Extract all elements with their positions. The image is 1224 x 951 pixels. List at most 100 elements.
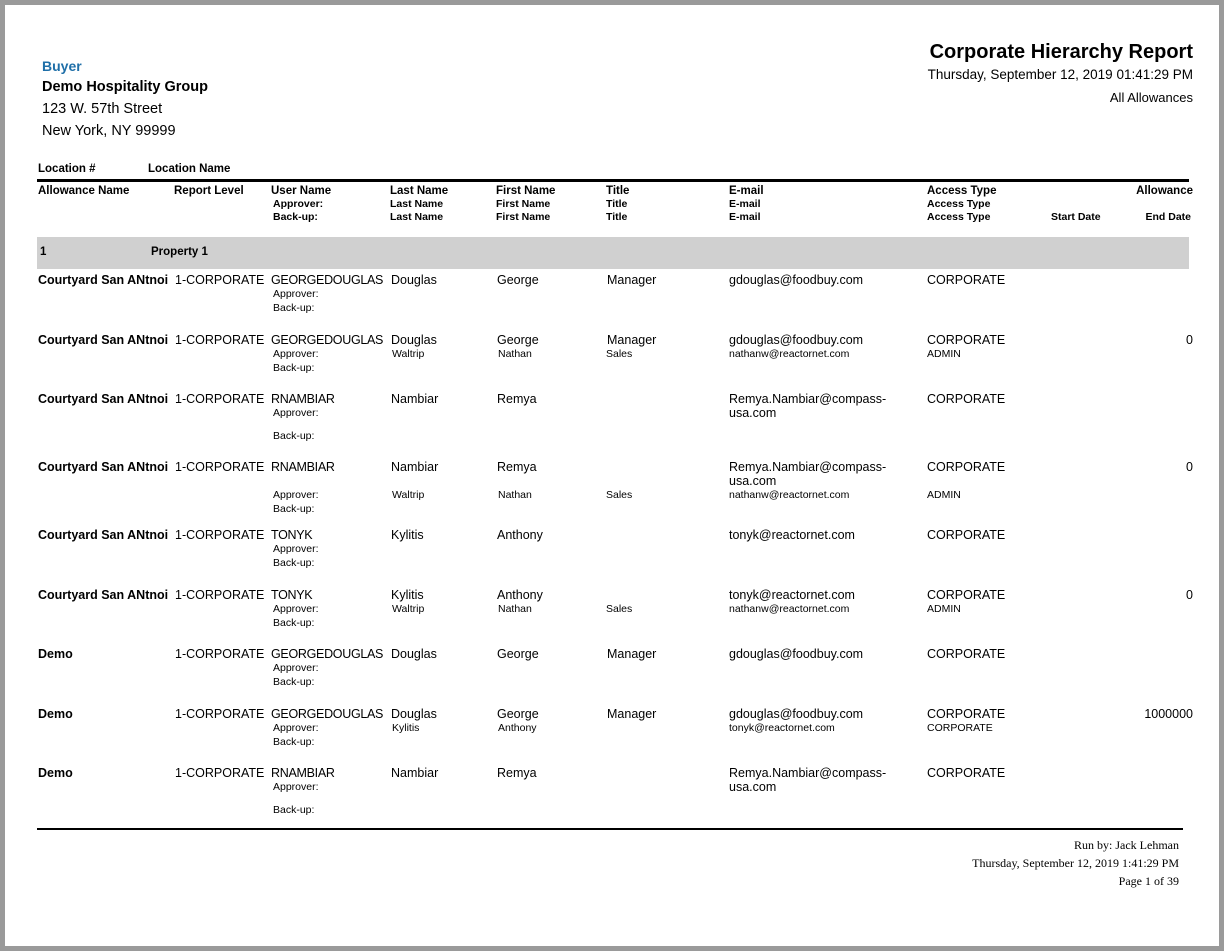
user-name: RNAMBIAR [271, 766, 335, 780]
buyer-label: Buyer [42, 58, 82, 74]
col-report-level: Report Level [174, 185, 244, 197]
approver-label: Approver: [273, 348, 319, 360]
access-type: CORPORATE [927, 273, 1006, 287]
user-name: GEORGEDOUGLAS [271, 647, 384, 661]
first-name: Remya [497, 392, 537, 406]
access-type: CORPORATE [927, 392, 1006, 406]
report-datetime: Thursday, September 12, 2019 01:41:29 PM [927, 67, 1193, 82]
approver-email: nathanw@reactornet.com [729, 489, 850, 501]
allowance-name: Demo [38, 647, 73, 661]
approver-first-name: Nathan [498, 348, 532, 360]
email: tonyk@reactornet.com [729, 588, 855, 602]
allowance-name: Demo [38, 766, 73, 780]
col-backup-title: Title [606, 211, 628, 223]
last-name: Kylitis [391, 588, 424, 602]
first-name: George [497, 273, 539, 287]
backup-label: Back-up: [273, 557, 315, 569]
email: gdouglas@foodbuy.com [729, 707, 864, 721]
first-name: Anthony [497, 588, 543, 602]
backup-label: Back-up: [273, 430, 315, 442]
col-backup: Back-up: [273, 211, 318, 223]
first-name: Anthony [497, 528, 543, 542]
report-level: 1-CORPORATE [175, 647, 265, 661]
approver-access-type: ADMIN [927, 348, 961, 360]
footer-datetime: Thursday, September 12, 2019 1:41:29 PM [972, 856, 1179, 870]
approver-title: Sales [606, 489, 633, 501]
access-type: CORPORATE [927, 647, 1006, 661]
approver-last-name: Waltrip [392, 348, 425, 360]
allowance-name: Demo [38, 707, 73, 721]
email: gdouglas@foodbuy.com [729, 273, 864, 287]
title: Manager [607, 333, 657, 347]
col-approver-first-name: First Name [496, 198, 551, 210]
approver-last-name: Waltrip [392, 603, 425, 615]
user-name: RNAMBIAR [271, 392, 335, 406]
col-user-name: User Name [271, 185, 332, 197]
user-name: GEORGEDOUGLAS [271, 333, 384, 347]
report-level: 1-CORPORATE [175, 528, 265, 542]
user-name: TONYK [271, 588, 313, 602]
col-access-type: Access Type [927, 185, 997, 197]
approver-title: Sales [606, 348, 633, 360]
report-level: 1-CORPORATE [175, 333, 265, 347]
approver-access-type: CORPORATE [927, 722, 993, 734]
col-backup-first-name: First Name [496, 211, 551, 223]
email: Remya.Nambiar@compass-usa.com [729, 392, 887, 420]
last-name: Douglas [391, 647, 437, 661]
report-page: Buyer Demo Hospitality Group 123 W. 57th… [5, 5, 1219, 946]
backup-label: Back-up: [273, 736, 315, 748]
col-approver: Approver: [273, 198, 324, 210]
title: Manager [607, 273, 657, 287]
allowance-name: Courtyard San ANtnoi [38, 333, 169, 347]
last-name: Nambiar [391, 460, 439, 474]
email: Remya.Nambiar@compass-usa.com [729, 766, 887, 794]
group-number: 1 [40, 246, 47, 258]
report-title: Corporate Hierarchy Report [929, 41, 1193, 63]
col-end-date: End Date [1145, 211, 1191, 223]
last-name: Nambiar [391, 392, 439, 406]
first-name: George [497, 333, 539, 347]
allowance-amount: 0 [1186, 333, 1193, 347]
col-allowance-name: Allowance Name [38, 185, 130, 197]
approver-label: Approver: [273, 662, 319, 674]
col-allowance: Allowance [1136, 185, 1193, 197]
company-address-2: New York, NY 99999 [42, 123, 176, 139]
approver-label: Approver: [273, 722, 319, 734]
last-name: Douglas [391, 707, 437, 721]
title: Manager [607, 647, 657, 661]
allowance-amount: 1000000 [1144, 707, 1193, 721]
report-level: 1-CORPORATE [175, 460, 265, 474]
user-name: RNAMBIAR [271, 460, 335, 474]
first-name: Remya [497, 766, 537, 780]
group-name: Property 1 [151, 246, 208, 258]
approver-email: nathanw@reactornet.com [729, 348, 850, 360]
approver-access-type: ADMIN [927, 603, 961, 615]
email: tonyk@reactornet.com [729, 528, 855, 542]
col-location-num: Location # [38, 163, 96, 175]
email: gdouglas@foodbuy.com [729, 333, 864, 347]
report-level: 1-CORPORATE [175, 273, 265, 287]
first-name: George [497, 707, 539, 721]
col-location-name: Location Name [148, 163, 231, 175]
approver-first-name: Nathan [498, 603, 532, 615]
report-level: 1-CORPORATE [175, 707, 265, 721]
title: Manager [607, 707, 657, 721]
col-backup-email: E-mail [729, 211, 761, 223]
approver-last-name: Waltrip [392, 489, 425, 501]
page-number: Page 1 of 39 [1118, 874, 1179, 888]
access-type: CORPORATE [927, 707, 1006, 721]
col-first-name: First Name [496, 185, 556, 197]
allowance-amount: 0 [1186, 460, 1193, 474]
col-start-date: Start Date [1051, 211, 1101, 223]
access-type: CORPORATE [927, 333, 1006, 347]
user-name: GEORGEDOUGLAS [271, 273, 384, 287]
allowance-name: Courtyard San ANtnoi [38, 392, 169, 406]
approver-email: tonyk@reactornet.com [729, 722, 835, 734]
user-name: TONYK [271, 528, 313, 542]
access-type: CORPORATE [927, 528, 1006, 542]
last-name: Kylitis [391, 528, 424, 542]
approver-label: Approver: [273, 603, 319, 615]
approver-access-type: ADMIN [927, 489, 961, 501]
approver-first-name: Anthony [498, 722, 537, 734]
col-approver-title: Title [606, 198, 628, 210]
